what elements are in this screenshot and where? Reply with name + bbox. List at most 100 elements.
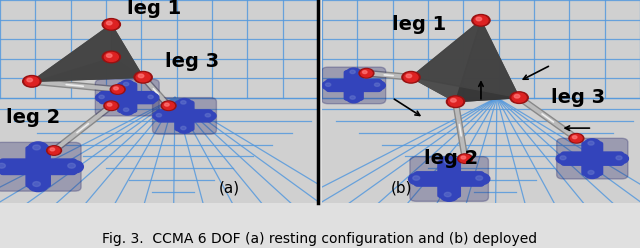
Circle shape <box>472 15 490 26</box>
Polygon shape <box>456 20 519 102</box>
Circle shape <box>402 71 420 83</box>
Text: leg 1: leg 1 <box>392 15 446 34</box>
Circle shape <box>588 170 594 174</box>
Polygon shape <box>32 24 143 81</box>
Circle shape <box>347 68 361 77</box>
Circle shape <box>106 54 112 57</box>
FancyBboxPatch shape <box>582 142 603 175</box>
Text: leg 3: leg 3 <box>165 52 220 70</box>
Circle shape <box>476 17 482 21</box>
Circle shape <box>461 156 466 159</box>
Circle shape <box>106 21 112 25</box>
Polygon shape <box>111 24 143 77</box>
FancyBboxPatch shape <box>415 172 484 186</box>
Circle shape <box>108 103 112 106</box>
Circle shape <box>474 16 488 25</box>
Circle shape <box>68 163 76 168</box>
Circle shape <box>99 95 104 99</box>
Circle shape <box>114 87 118 90</box>
Circle shape <box>451 98 456 102</box>
Circle shape <box>560 156 566 160</box>
Circle shape <box>514 94 520 98</box>
Text: leg 3: leg 3 <box>551 88 605 107</box>
FancyBboxPatch shape <box>118 83 137 112</box>
Circle shape <box>556 154 572 164</box>
Circle shape <box>361 69 372 77</box>
FancyBboxPatch shape <box>438 160 460 197</box>
Circle shape <box>27 78 33 82</box>
Circle shape <box>63 160 83 173</box>
Circle shape <box>202 111 216 121</box>
Circle shape <box>124 82 129 86</box>
Circle shape <box>326 83 331 86</box>
FancyBboxPatch shape <box>326 79 381 92</box>
Circle shape <box>476 176 483 180</box>
FancyBboxPatch shape <box>100 92 155 104</box>
Circle shape <box>374 83 380 86</box>
Circle shape <box>458 154 472 163</box>
FancyBboxPatch shape <box>26 146 51 187</box>
FancyBboxPatch shape <box>322 67 386 104</box>
Text: leg 2: leg 2 <box>6 108 61 127</box>
Circle shape <box>440 157 458 168</box>
Circle shape <box>33 182 40 186</box>
Circle shape <box>362 71 367 74</box>
Circle shape <box>177 124 191 133</box>
Circle shape <box>472 173 490 185</box>
Circle shape <box>120 80 134 89</box>
FancyBboxPatch shape <box>0 159 76 175</box>
Text: (a): (a) <box>218 180 239 195</box>
Polygon shape <box>32 57 143 81</box>
Circle shape <box>447 96 465 107</box>
Circle shape <box>136 73 150 82</box>
Circle shape <box>584 168 600 179</box>
Circle shape <box>33 145 40 150</box>
Circle shape <box>163 102 174 109</box>
Circle shape <box>145 93 159 102</box>
Circle shape <box>444 159 451 164</box>
Circle shape <box>104 101 119 111</box>
FancyBboxPatch shape <box>557 138 628 179</box>
Circle shape <box>350 96 355 99</box>
Circle shape <box>180 101 186 104</box>
Circle shape <box>205 114 211 117</box>
Circle shape <box>134 71 152 83</box>
Circle shape <box>22 76 41 87</box>
Circle shape <box>112 86 124 93</box>
Circle shape <box>0 163 5 168</box>
Circle shape <box>156 114 161 117</box>
Circle shape <box>408 173 427 185</box>
Circle shape <box>371 81 385 90</box>
Circle shape <box>47 146 61 155</box>
Circle shape <box>138 74 144 78</box>
Circle shape <box>164 103 169 106</box>
Circle shape <box>404 73 418 82</box>
Circle shape <box>104 20 118 29</box>
Text: (b): (b) <box>390 180 412 195</box>
Circle shape <box>25 77 39 86</box>
FancyBboxPatch shape <box>561 152 623 165</box>
Polygon shape <box>411 20 481 102</box>
Circle shape <box>95 93 110 102</box>
Polygon shape <box>411 77 519 102</box>
Circle shape <box>322 81 337 90</box>
FancyBboxPatch shape <box>175 101 194 131</box>
Circle shape <box>347 94 361 103</box>
Circle shape <box>50 148 54 151</box>
FancyBboxPatch shape <box>344 71 363 100</box>
Circle shape <box>612 154 628 164</box>
Circle shape <box>413 176 420 180</box>
Circle shape <box>153 111 167 121</box>
Circle shape <box>102 51 120 63</box>
Circle shape <box>104 53 118 62</box>
Circle shape <box>569 133 584 143</box>
Circle shape <box>572 136 577 139</box>
Text: Fig. 3.  CCMA 6 DOF (a) resting configuration and (b) deployed: Fig. 3. CCMA 6 DOF (a) resting configura… <box>102 232 538 246</box>
FancyBboxPatch shape <box>410 156 488 201</box>
Circle shape <box>440 189 458 201</box>
Circle shape <box>28 179 49 191</box>
Circle shape <box>124 108 129 111</box>
Circle shape <box>588 141 594 145</box>
Circle shape <box>106 102 117 109</box>
Circle shape <box>180 126 186 130</box>
